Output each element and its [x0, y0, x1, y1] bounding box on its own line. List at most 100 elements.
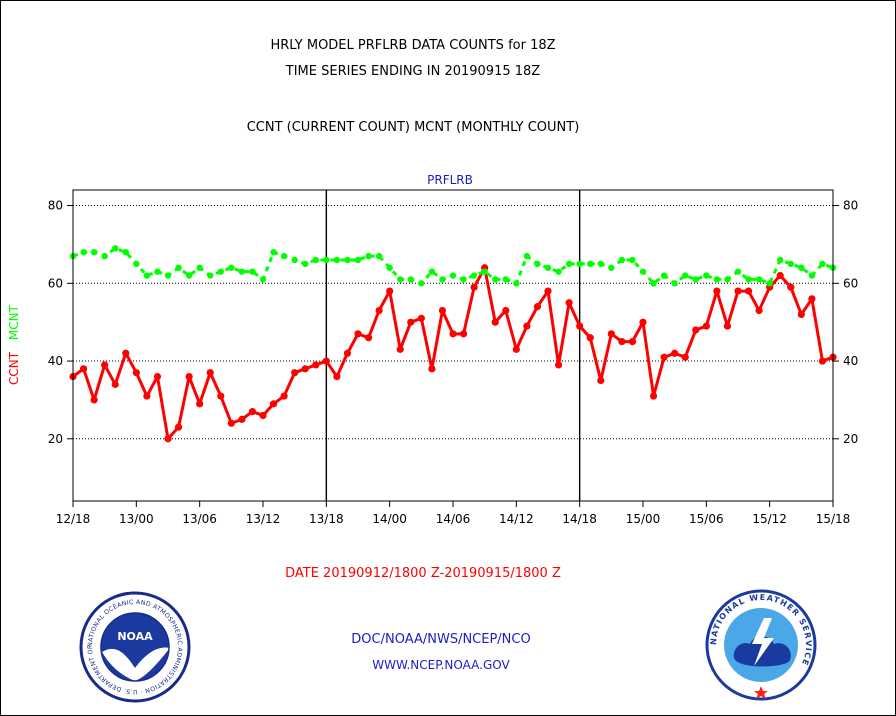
data-point-mcnt: [513, 280, 520, 287]
data-point-mcnt: [766, 280, 773, 287]
data-point-ccnt: [132, 369, 140, 377]
data-point-mcnt: [122, 249, 129, 256]
data-point-ccnt: [818, 357, 827, 365]
data-point-mcnt: [365, 252, 372, 260]
data-point-mcnt: [375, 252, 383, 260]
data-point-ccnt: [470, 283, 478, 291]
data-point-mcnt: [238, 268, 246, 275]
data-point-ccnt: [280, 392, 288, 400]
data-point-mcnt: [270, 249, 277, 256]
y-tick-label-left: 80: [48, 199, 63, 213]
data-point-mcnt: [164, 272, 172, 279]
data-point-mcnt: [449, 272, 457, 279]
series-mcnt: [69, 245, 837, 287]
y-tick-label-left: 60: [48, 276, 63, 290]
data-point-mcnt: [460, 276, 467, 283]
data-point-mcnt: [745, 276, 752, 283]
x-tick-label: 13/06: [182, 512, 217, 526]
data-point-mcnt: [713, 276, 721, 283]
data-point-ccnt: [639, 318, 647, 326]
data-point-mcnt: [418, 280, 425, 287]
data-point-mcnt: [207, 272, 214, 279]
data-point-mcnt: [777, 256, 784, 264]
x-tick-label: 14/12: [499, 512, 534, 526]
data-point-ccnt: [375, 306, 383, 315]
x-tick-label: 13/12: [246, 512, 281, 526]
data-point-mcnt: [724, 276, 731, 283]
data-point-ccnt: [523, 322, 531, 330]
data-point-ccnt: [702, 322, 710, 330]
data-point-ccnt: [417, 314, 425, 322]
data-point-mcnt: [280, 252, 288, 260]
data-point-mcnt: [302, 260, 309, 268]
data-point-ccnt: [79, 365, 88, 373]
data-point-ccnt: [723, 322, 732, 330]
data-point-ccnt: [554, 361, 563, 369]
y-axis-label-ccnt: CCNT: [7, 351, 21, 385]
data-point-ccnt: [797, 310, 805, 318]
date-range-label: DATE 20190912/1800 Z-20190915/1800 Z: [285, 566, 561, 581]
data-point-ccnt: [259, 411, 267, 420]
y-axis-label-text: CCNT MCNT: [7, 304, 21, 385]
x-tick-label: 12/18: [56, 512, 91, 526]
data-point-ccnt: [808, 295, 816, 303]
y-axis-label: CCNT MCNT: [7, 304, 21, 385]
data-point-mcnt: [259, 276, 267, 283]
data-point-mcnt: [481, 268, 488, 275]
y-tick-label-right: 80: [843, 199, 858, 213]
data-point-mcnt: [196, 264, 203, 271]
data-point-mcnt: [555, 268, 562, 275]
noaa-logo-text: NOAA: [117, 630, 153, 643]
data-point-mcnt: [639, 268, 647, 275]
y-tick-label-left: 20: [48, 432, 63, 446]
data-point-mcnt: [587, 260, 594, 268]
data-point-ccnt: [248, 407, 257, 416]
data-point-mcnt: [333, 256, 341, 264]
data-point-mcnt: [618, 256, 626, 264]
data-point-mcnt: [80, 249, 87, 256]
data-point-mcnt: [523, 252, 531, 260]
series-ccnt: [69, 264, 837, 443]
data-point-mcnt: [312, 256, 319, 264]
data-point-ccnt: [671, 349, 679, 357]
data-point-ccnt: [533, 303, 542, 311]
data-point-mcnt: [428, 268, 436, 275]
data-point-ccnt: [407, 318, 415, 326]
data-point-ccnt: [438, 306, 447, 315]
x-tick-label: 13/00: [119, 512, 154, 526]
x-tick-label: 13/18: [309, 512, 344, 526]
data-point-mcnt: [185, 272, 193, 279]
data-point-ccnt: [649, 392, 658, 400]
plot-title: PRFLRB: [427, 173, 473, 187]
data-point-ccnt: [122, 349, 130, 357]
data-point-ccnt: [111, 380, 119, 388]
data-point-mcnt: [407, 276, 414, 283]
data-point-ccnt: [343, 349, 352, 357]
data-point-mcnt: [323, 256, 330, 264]
data-point-ccnt: [628, 338, 637, 346]
data-point-mcnt: [544, 264, 552, 271]
data-point-ccnt: [291, 369, 299, 377]
nws-logo-icon: NATIONAL WEATHER SERVICE: [705, 589, 817, 701]
data-point-ccnt: [217, 392, 225, 400]
data-point-ccnt: [512, 345, 520, 353]
x-tick-label: 15/06: [689, 512, 724, 526]
data-point-ccnt: [734, 287, 742, 295]
data-point-ccnt: [153, 373, 162, 381]
chart-title-line1: HRLY MODEL PRFLRB DATA COUNTS for 18Z: [270, 38, 556, 53]
data-point-mcnt: [101, 252, 108, 260]
data-point-mcnt: [470, 272, 478, 279]
data-point-ccnt: [90, 396, 98, 404]
chart-title-line3: CCNT (CURRENT COUNT) MCNT (MONTHLY COUNT…: [246, 120, 580, 135]
data-point-mcnt: [660, 272, 668, 279]
data-point-mcnt: [808, 272, 816, 279]
data-point-ccnt: [354, 330, 362, 338]
data-point-ccnt: [597, 376, 605, 385]
plot-border: [72, 189, 834, 502]
y-tick-label-left: 40: [48, 354, 63, 368]
data-point-ccnt: [502, 306, 510, 315]
data-point-ccnt: [312, 361, 320, 369]
data-point-ccnt: [544, 287, 552, 295]
data-point-mcnt: [133, 260, 140, 268]
data-point-ccnt: [618, 338, 626, 346]
